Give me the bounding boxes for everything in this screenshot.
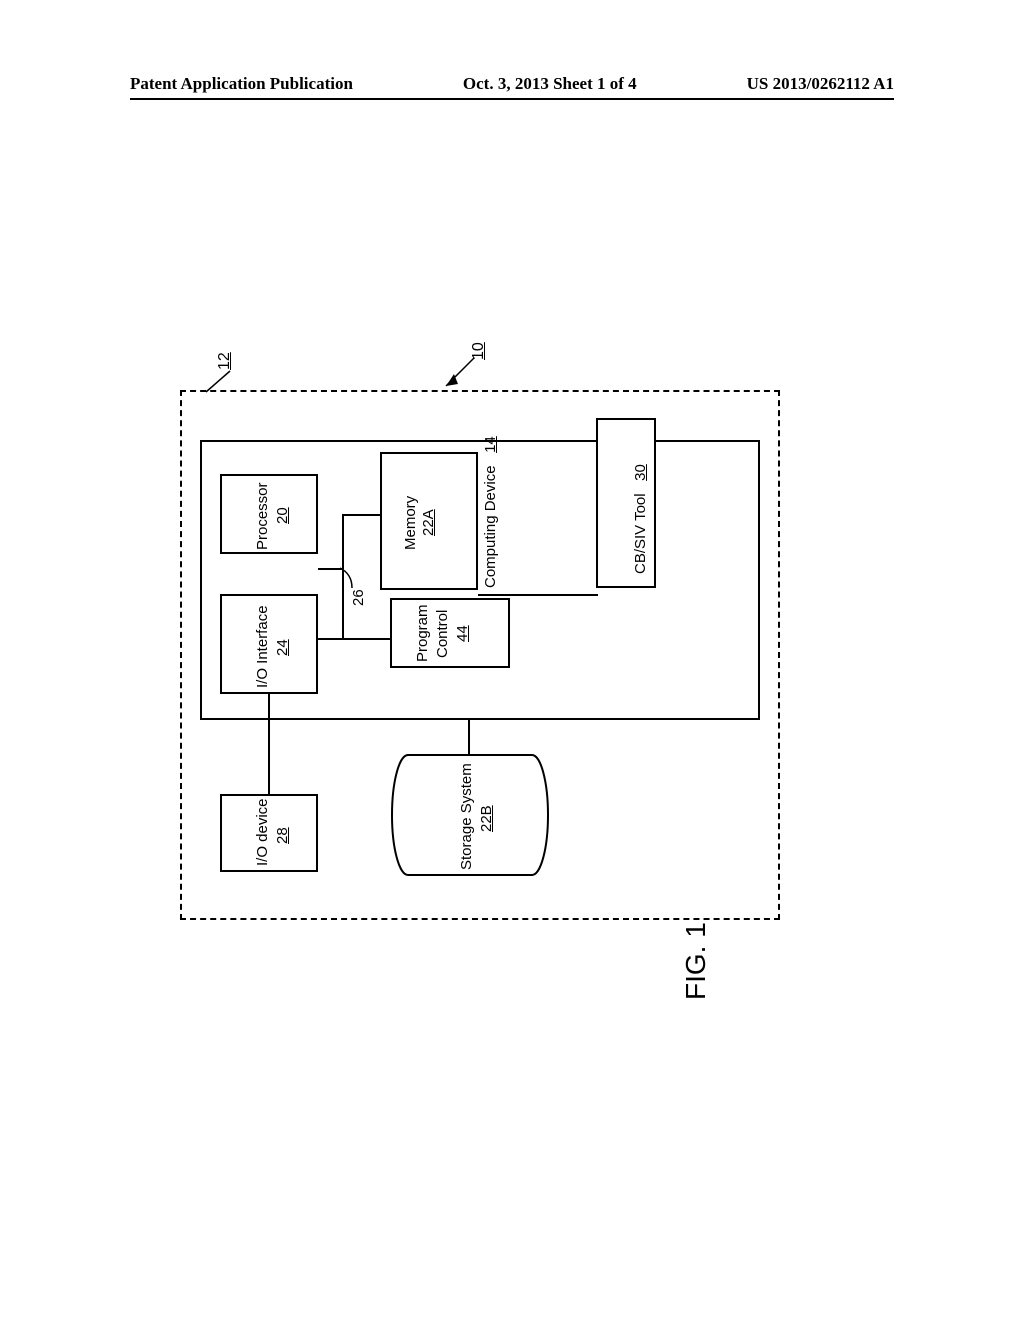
lead-line-12	[200, 368, 240, 398]
storage-line-v	[468, 720, 470, 756]
processor-num: 20	[274, 507, 291, 524]
program-control-label: Program	[414, 604, 431, 662]
bus-h1	[318, 568, 344, 570]
io-device-num: 28	[274, 827, 291, 844]
computing-device-label: Computing Device 14	[482, 436, 499, 588]
storage-num: 22B	[478, 805, 495, 832]
memory-num: 22A	[420, 509, 437, 536]
io-interface-num: 24	[274, 639, 291, 656]
memory-label: Memory	[402, 496, 419, 550]
storage-label: Storage System	[458, 763, 475, 870]
io-interface-label: I/O Interface	[254, 605, 271, 688]
io-device-label: I/O device	[254, 798, 271, 866]
io-line-v	[268, 694, 270, 794]
header-right: US 2013/0262112 A1	[747, 74, 894, 94]
bus-h4	[342, 638, 392, 640]
page-header: Patent Application Publication Oct. 3, 2…	[0, 74, 1024, 94]
diagram: 12 10 Computing Device 14 Processor 20 M…	[180, 340, 800, 960]
program-control-num: 44	[454, 625, 471, 642]
header-rule	[130, 98, 894, 100]
bus-h2	[318, 638, 344, 640]
header-left: Patent Application Publication	[130, 74, 353, 94]
header-center: Oct. 3, 2013 Sheet 1 of 4	[463, 74, 637, 94]
bus-v1	[342, 514, 344, 640]
program-control-label2: Control	[434, 610, 451, 658]
bus-h3	[342, 514, 382, 516]
lead-arrow-10	[436, 354, 486, 394]
bus-h5	[478, 594, 598, 596]
cbsiv-label: CB/SIV Tool 30	[632, 464, 649, 574]
processor-label: Processor	[254, 482, 271, 550]
figure-label: FIG. 1	[680, 922, 712, 1000]
